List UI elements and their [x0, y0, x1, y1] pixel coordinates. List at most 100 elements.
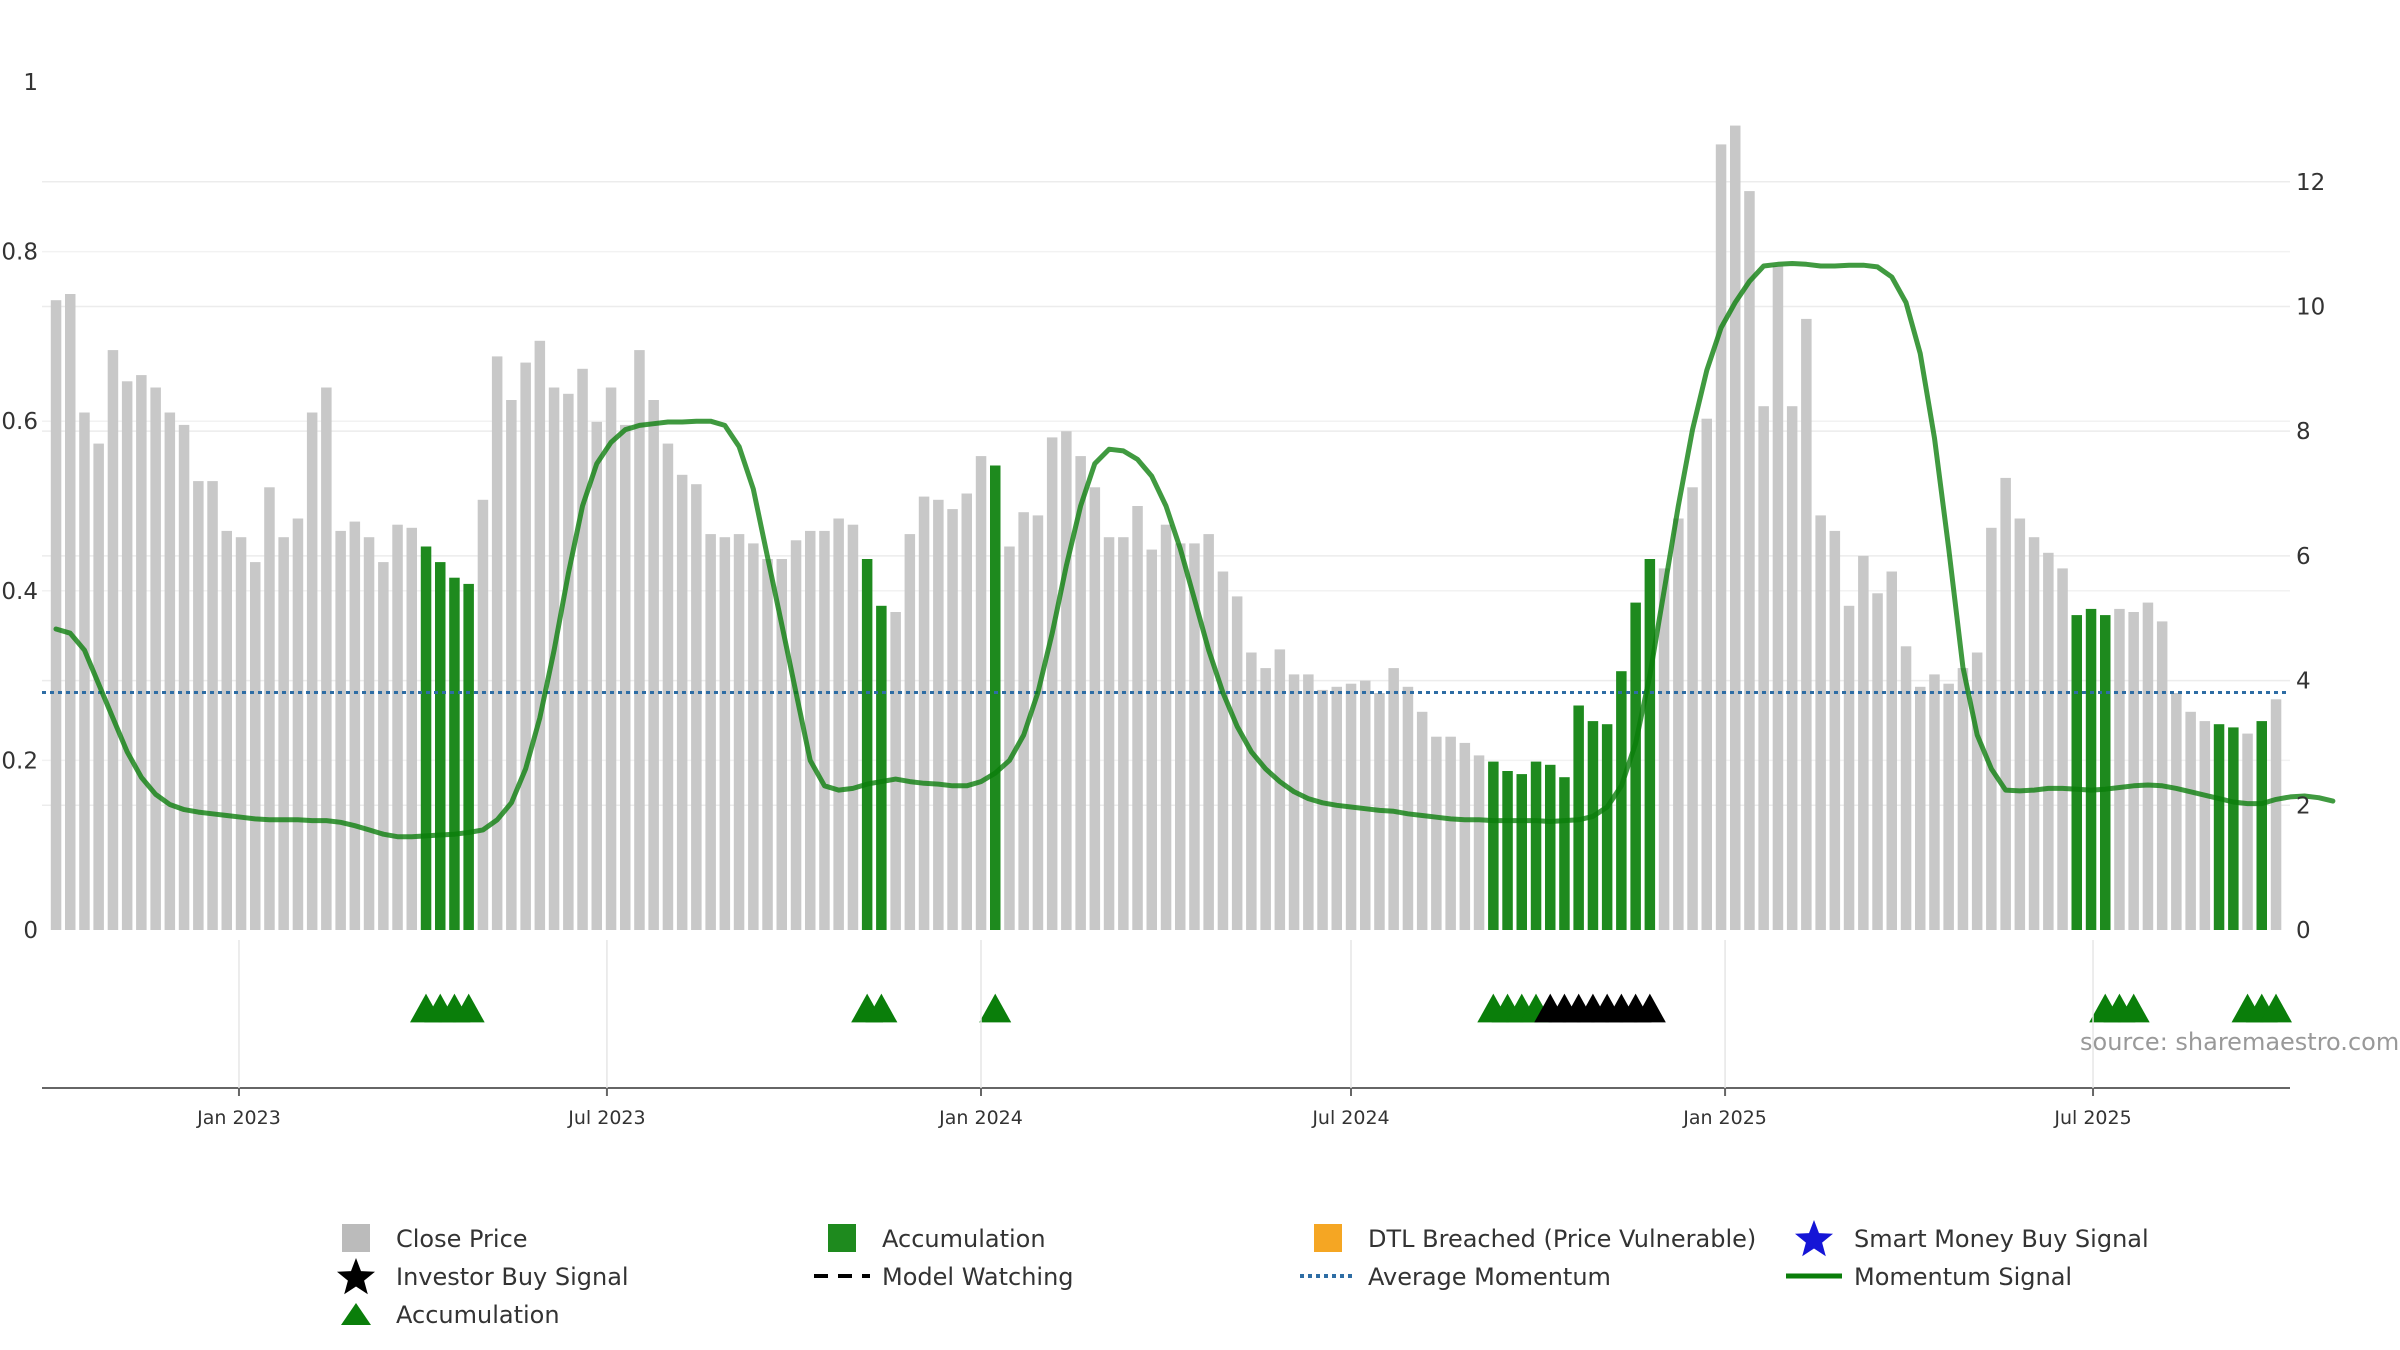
legend-triangle-icon — [341, 1303, 371, 1325]
legend-label: Investor Buy Signal — [396, 1263, 629, 1291]
accumulation-triangle — [452, 993, 485, 1023]
price-bar — [1858, 555, 1869, 930]
price-bar — [207, 481, 218, 930]
price-bar — [1416, 711, 1428, 930]
price-bar — [1103, 537, 1115, 930]
x-axis: Jan 2023 Jul 2023 Jan 2024 Jul 2024 Jan 2025… — [42, 940, 2290, 1129]
legend-label: Average Momentum — [1368, 1263, 1611, 1291]
accumulation-triangle — [2260, 993, 2292, 1023]
price-bar — [1189, 543, 1200, 930]
price-bar — [1943, 683, 1954, 930]
price-bar — [1445, 736, 1456, 930]
price-bar — [2014, 518, 2026, 930]
price-bar — [1303, 674, 1314, 930]
price-bar — [1786, 406, 1798, 930]
price-bar — [2199, 721, 2211, 930]
price-bar — [292, 518, 304, 930]
legend-star-icon — [1795, 1220, 1833, 1257]
price-bar — [1900, 646, 1912, 930]
accumulation-bar — [435, 562, 446, 930]
right-tick-label: 2 — [2296, 793, 2311, 819]
price-bar — [1473, 755, 1485, 930]
price-bar — [676, 474, 688, 930]
price-bar — [947, 509, 958, 930]
price-bar — [406, 527, 417, 930]
price-bar — [705, 534, 716, 930]
legend-item: Accumulation — [828, 1224, 1046, 1253]
legend-label: DTL Breached (Price Vulnerable) — [1368, 1225, 1756, 1253]
accumulation-bar — [1630, 602, 1641, 930]
accumulation-bar — [1545, 764, 1556, 930]
price-bar — [2128, 612, 2139, 930]
signal-markers — [410, 993, 2292, 1023]
price-bar — [349, 521, 361, 930]
accumulation-bar — [1644, 559, 1656, 930]
legend: Close Price Accumulation DTL Breached (Pri… — [337, 1220, 2149, 1329]
accumulation-bar — [1530, 761, 1542, 930]
accumulation-bar — [1601, 724, 1613, 930]
accumulation-bar — [2100, 615, 2111, 930]
price-bar — [2142, 602, 2154, 930]
price-bar — [577, 368, 588, 930]
legend-label: Close Price — [396, 1225, 528, 1253]
price-bar — [1687, 487, 1698, 930]
price-bar — [178, 424, 190, 930]
price-bar — [1061, 431, 1072, 930]
price-bar — [150, 387, 161, 930]
x-tick-label: Jan 2025 — [1682, 1107, 1767, 1129]
price-bar — [847, 524, 859, 930]
price-bar — [1004, 546, 1015, 930]
price-bar — [691, 484, 702, 930]
price-bar — [2043, 552, 2054, 930]
right-axis-ticks: 0 2 4 6 8 10 12 — [2296, 170, 2325, 944]
legend-label: Model Watching — [882, 1263, 1074, 1291]
legend-star-icon — [337, 1258, 375, 1295]
accumulation-bar — [1587, 721, 1599, 930]
price-bar — [2171, 693, 2182, 930]
right-tick-label: 4 — [2296, 669, 2311, 695]
price-bar — [605, 387, 617, 930]
price-bar — [1331, 686, 1342, 930]
price-bar — [1986, 527, 1997, 930]
accumulation-bar — [990, 465, 1001, 930]
price-bar — [363, 537, 375, 930]
accumulation-bar — [1559, 777, 1570, 930]
price-bar — [1046, 437, 1058, 930]
left-tick-label: 0 — [23, 918, 38, 944]
accumulation-bar — [449, 577, 460, 930]
price-bar — [1957, 668, 1969, 930]
price-bar — [1829, 530, 1841, 930]
price-bar — [1801, 318, 1812, 930]
price-bar — [506, 400, 517, 930]
legend-item: Accumulation — [341, 1301, 560, 1329]
price-bar — [335, 530, 346, 930]
accumulation-bar — [2256, 721, 2267, 930]
price-bar — [1971, 652, 1983, 930]
price-bar — [1089, 487, 1101, 930]
price-bar — [2185, 711, 2196, 930]
legend-item: Investor Buy Signal — [337, 1258, 629, 1295]
price-bar — [634, 350, 645, 931]
price-bar — [1815, 515, 1826, 930]
price-bar — [1402, 686, 1414, 930]
accumulation-bar — [861, 559, 873, 930]
accumulation-triangle — [979, 993, 1012, 1023]
price-bar — [1288, 674, 1300, 930]
left-tick-label: 0.6 — [1, 409, 38, 435]
left-axis-ticks: 0 0.2 0.4 0.6 0.8 1 — [1, 70, 38, 944]
left-tick-label: 1 — [23, 70, 38, 96]
legend-item: Momentum Signal — [1786, 1263, 2072, 1291]
price-bar — [918, 496, 930, 930]
accumulation-triangle — [1633, 993, 1666, 1023]
price-bar — [748, 543, 759, 930]
right-tick-label: 8 — [2296, 419, 2311, 445]
x-tick-label: Jul 2025 — [2053, 1107, 2131, 1129]
price-bar — [1886, 571, 1897, 930]
accumulation-triangle — [865, 993, 898, 1023]
price-bar — [534, 340, 546, 930]
price-bar — [805, 530, 816, 930]
price-bar — [79, 412, 90, 930]
price-bar — [378, 562, 389, 930]
right-tick-label: 10 — [2296, 294, 2325, 320]
